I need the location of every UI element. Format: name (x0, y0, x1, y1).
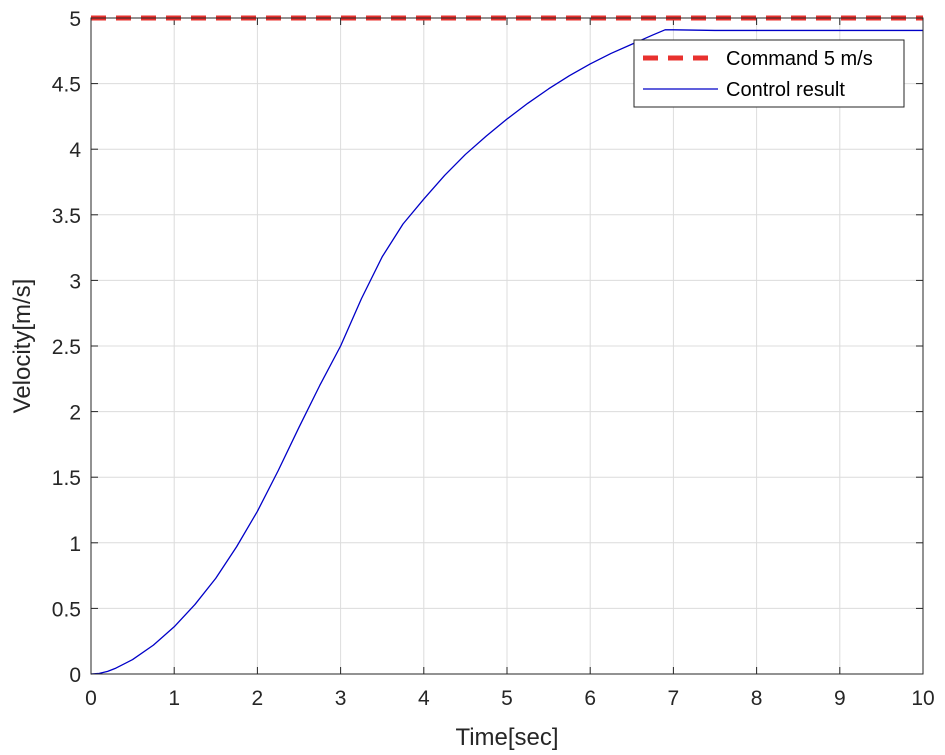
y-tick-label: 4 (69, 139, 81, 162)
y-tick-label: 2.5 (52, 336, 81, 359)
x-tick-label: 1 (168, 687, 180, 710)
y-tick-label: 1.5 (52, 467, 81, 490)
legend-label-command: Command 5 m/s (726, 48, 873, 70)
x-axis-label: Time[sec] (455, 724, 558, 751)
y-tick-label: 2 (69, 402, 81, 425)
x-tick-label: 0 (85, 687, 97, 710)
y-tick-label: 5 (69, 8, 81, 31)
x-tick-labels: 0 1 2 3 4 5 6 7 8 9 10 (85, 687, 935, 710)
x-tick-label: 9 (834, 687, 846, 710)
plot-frame (90, 17, 924, 675)
y-tick-label: 4.5 (52, 74, 81, 97)
y-tick-labels: 0 0.5 1 1.5 2 2.5 3 3.5 4 4.5 5 (52, 8, 82, 687)
legend-label-control-result: Control result (726, 79, 845, 101)
x-tick-label: 8 (751, 687, 763, 710)
y-tick-label: 0.5 (52, 598, 81, 621)
x-tick-label: 5 (501, 687, 513, 710)
x-tick-label: 3 (335, 687, 347, 710)
series-line-control-result (90, 29, 923, 675)
y-tick-label: 3 (69, 270, 81, 293)
x-tick-label: 2 (252, 687, 264, 710)
legend: Command 5 m/s Control result (633, 39, 905, 108)
y-tick-label: 3.5 (52, 205, 81, 228)
y-axis-label: Velocity[m/s] (9, 279, 36, 414)
y-tick-label: 1 (69, 533, 81, 556)
x-tick-label: 7 (668, 687, 680, 710)
legend-box (633, 39, 905, 108)
x-tick-label: 4 (418, 687, 430, 710)
y-tick-label: 0 (69, 664, 81, 687)
x-tick-label: 6 (584, 687, 596, 710)
x-tick-label: 10 (911, 687, 934, 710)
